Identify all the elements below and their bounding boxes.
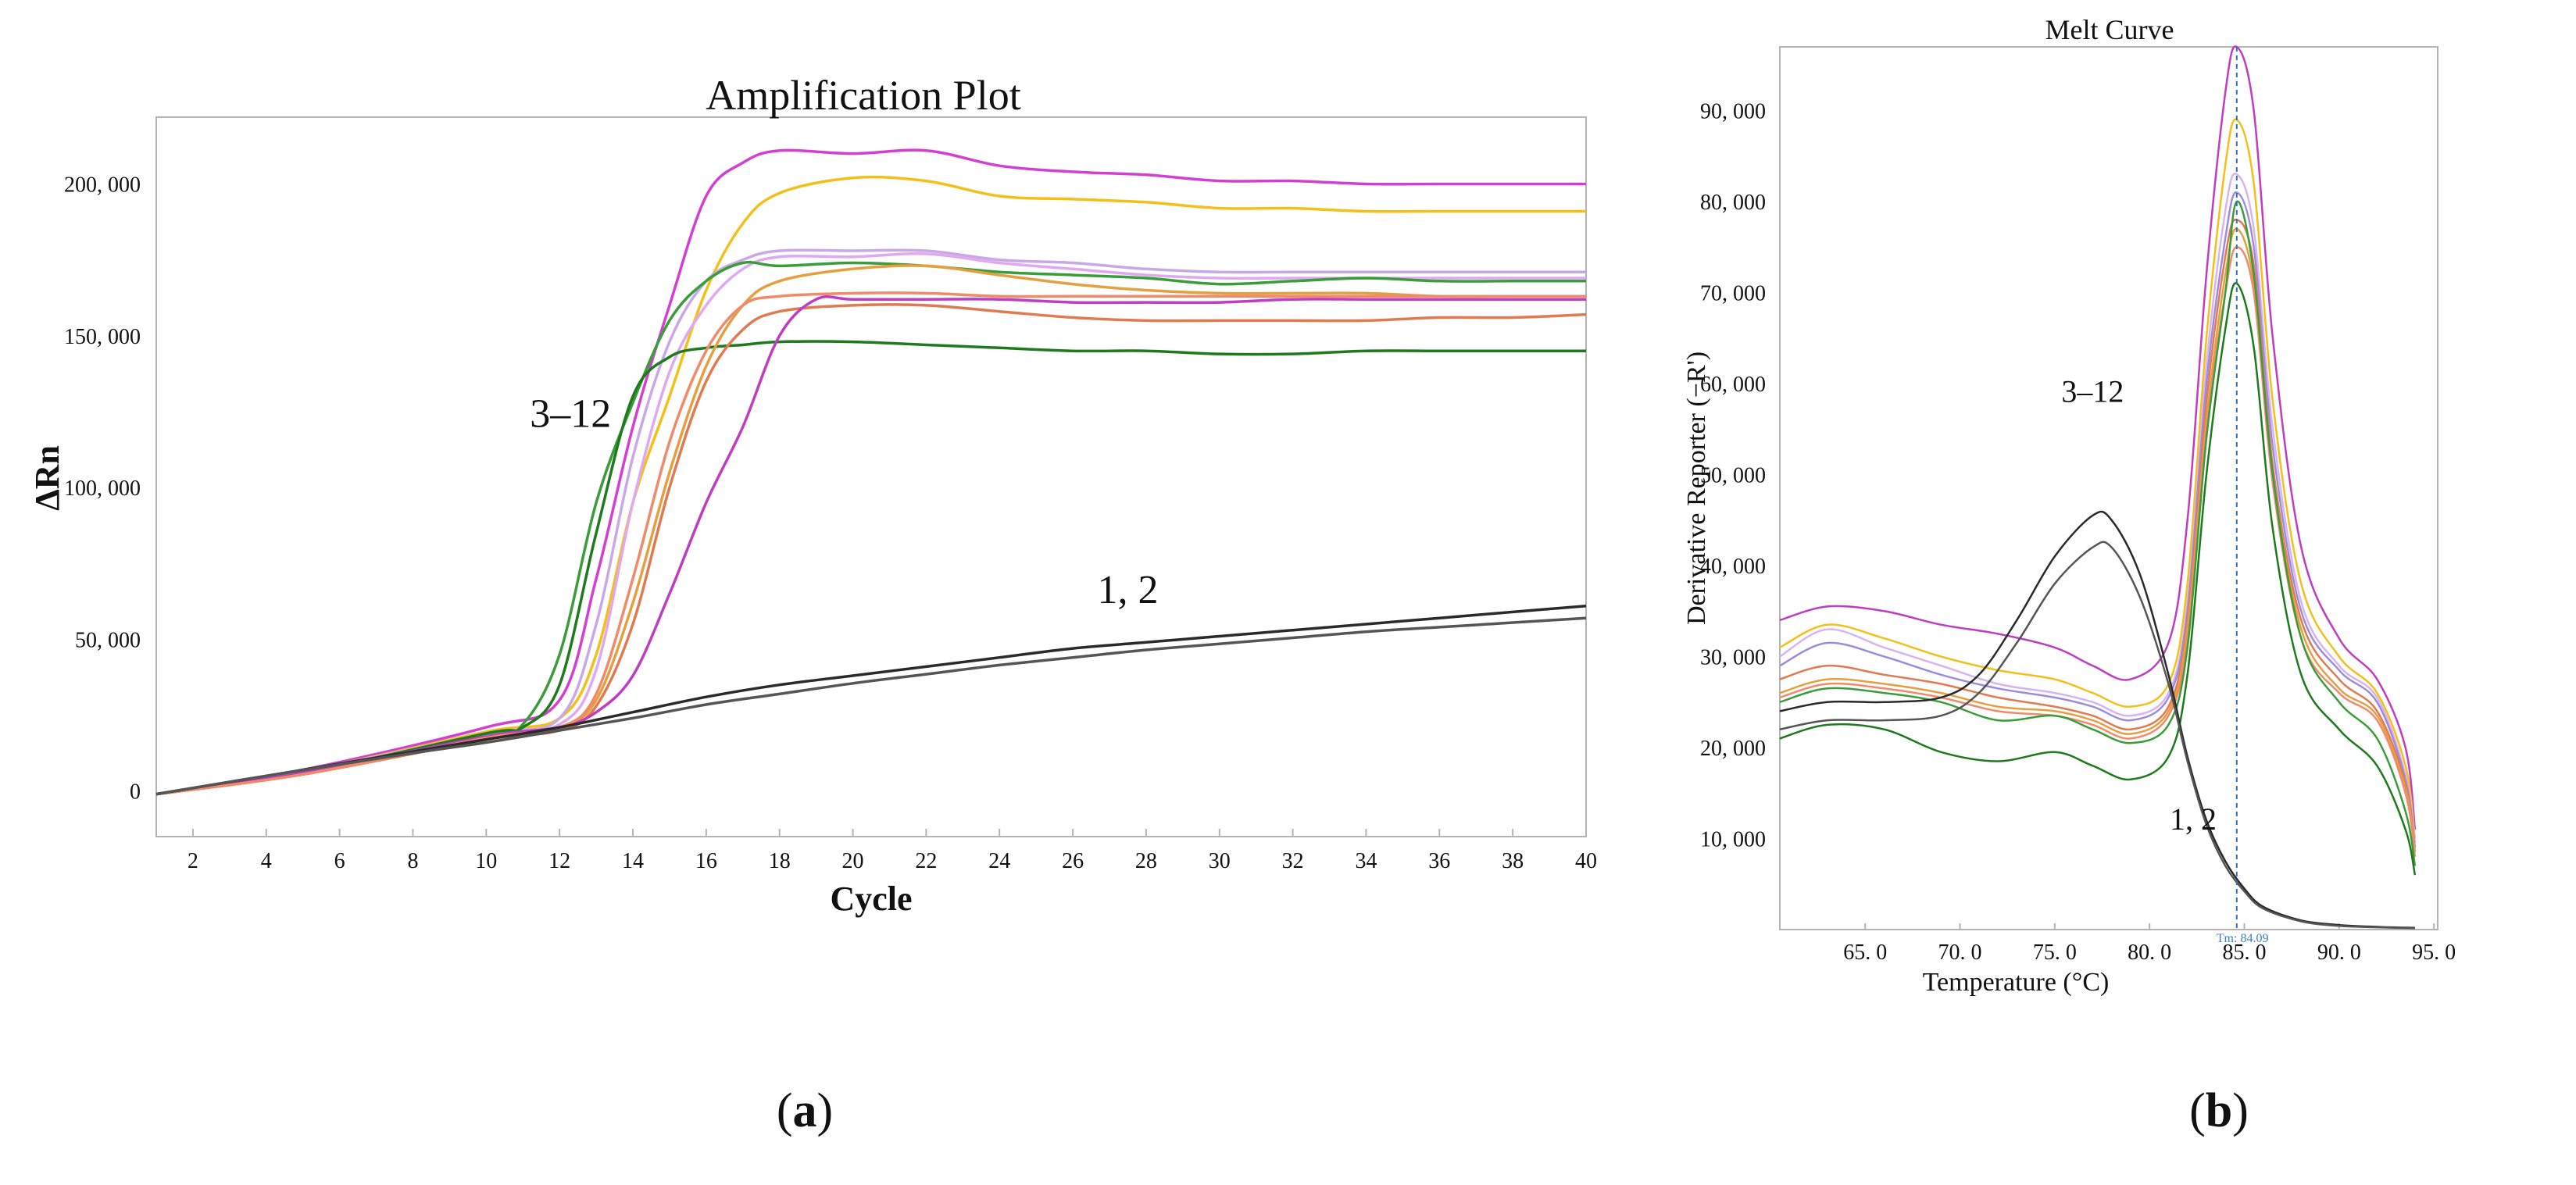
- melt-series-line-7: [1779, 246, 2417, 857]
- amplification-x-tick-label: 40: [1575, 849, 1597, 873]
- panel-label-a-close: ): [817, 1084, 834, 1137]
- panel-label-b-letter: b: [2206, 1084, 2232, 1137]
- melt-curve-title: Melt Curve: [2045, 14, 2174, 45]
- panel-label-a-letter: a: [793, 1084, 817, 1137]
- amplification-series-line-4: [155, 252, 1586, 796]
- melt-y-tick-label: 30, 000: [1700, 646, 1766, 670]
- amplification-x-tick-label: 26: [1062, 849, 1084, 873]
- melt-y-tick-label: 90, 000: [1700, 100, 1766, 124]
- amplification-series-line-8: [155, 303, 1587, 796]
- panel-label-b-close: ): [2232, 1084, 2249, 1137]
- tm-marker-label: Tm: 84.09: [2217, 932, 2269, 945]
- melt-y-tick-label: 20, 000: [1700, 737, 1766, 761]
- amplification-x-tick-label: 28: [1135, 849, 1157, 873]
- panel-label-a-open: (: [777, 1084, 793, 1137]
- amplification-y-tick-label: 200, 000: [64, 173, 141, 197]
- panel-label-b: (b): [2189, 1084, 2249, 1137]
- melt-series-line-6: [1779, 227, 2417, 853]
- melt-curve-panel: Melt Curve Temperature (°C) Derivative R…: [1682, 14, 2456, 997]
- melt-x-tick-label: 95. 0: [2412, 941, 2456, 965]
- melt-x-tick-label: 70. 0: [1938, 941, 1982, 965]
- amplification-series-line-10: [155, 291, 1586, 796]
- amplification-x-tick-label: 36: [1428, 849, 1450, 873]
- amplification-annotation-3-12: 3–12: [530, 391, 611, 436]
- amplification-x-tick-label: 8: [407, 849, 418, 873]
- amplification-x-tick-label: 14: [622, 849, 644, 873]
- amplification-plot-ylabel: ΔRn: [28, 445, 66, 511]
- amplification-x-tick-label: 16: [695, 849, 717, 873]
- melt-x-tick-label: 65. 0: [1843, 941, 1887, 965]
- melt-curve-ylabel: Derivative Reporter (−R'): [1682, 352, 1711, 625]
- melt-annotation-3-12: 3–12: [2061, 373, 2124, 409]
- amplification-plot-frame: [155, 116, 1587, 837]
- melt-y-tick-label: 70, 000: [1700, 282, 1766, 306]
- amplification-series-line-9: [155, 295, 1586, 796]
- melt-y-tick-label: 80, 000: [1700, 191, 1766, 215]
- melt-x-tick-label: 85. 0: [2222, 941, 2266, 965]
- amplification-x-tick-label: 34: [1355, 849, 1377, 873]
- amplification-x-tick-label: 2: [188, 849, 198, 873]
- melt-series-line-4: [1779, 191, 2417, 848]
- amplification-y-ticks: 0 50, 000 100, 000 150, 000 200, 000: [64, 173, 141, 804]
- melt-x-ticks: 65. 0 70. 0 75. 0 80. 0 85. 0 90. 0 95. 0: [1843, 923, 2456, 965]
- melt-y-tick-label: 10, 000: [1700, 828, 1766, 852]
- amplification-plot-panel: Amplification Plot Cycle ΔRn 2 4 6 8 10 12 14 1…: [28, 72, 1597, 918]
- melt-series-line-1: [1779, 45, 2417, 830]
- amplification-series-line-6: [155, 340, 1586, 796]
- amplification-x-tick-label: 20: [842, 849, 864, 873]
- amplification-series-line-11: [155, 604, 1587, 796]
- amplification-x-tick-label: 22: [915, 849, 937, 873]
- amplification-x-tick-label: 18: [769, 849, 791, 873]
- amplification-x-tick-label: 12: [548, 849, 570, 873]
- amplification-series-line-1: [155, 148, 1586, 796]
- amplification-series-line-7: [155, 264, 1586, 796]
- amplification-series-line-5: [155, 260, 1586, 796]
- melt-x-tick-label: 90. 0: [2317, 941, 2361, 965]
- melt-x-tick-label: 75. 0: [2033, 941, 2077, 965]
- melt-series-line-5: [1779, 218, 2417, 853]
- amplification-x-ticks: 2 4 6 8 10 12 14 16 18 20 22 24 26 28 30 32 34 36 38 40: [188, 829, 1597, 873]
- melt-x-tick-label: 80. 0: [2128, 941, 2171, 965]
- amplification-series: [155, 148, 1587, 796]
- amplification-plot-title: Amplification Plot: [706, 72, 1020, 119]
- melt-series-line-8: [1779, 200, 2417, 866]
- amplification-y-tick-label: 100, 000: [64, 476, 141, 501]
- amplification-x-tick-label: 4: [261, 849, 272, 873]
- melt-series: [1779, 45, 2417, 930]
- melt-series-line-9: [1779, 282, 2417, 876]
- amplification-series-line-12: [155, 616, 1587, 796]
- melt-series-line-10: [1779, 510, 2415, 929]
- amplification-x-tick-label: 10: [475, 849, 497, 873]
- amplification-x-tick-label: 38: [1502, 849, 1524, 873]
- melt-y-tick-label: 40, 000: [1700, 555, 1766, 579]
- amplification-series-line-3: [155, 248, 1586, 796]
- panel-label-a: (a): [777, 1084, 833, 1137]
- panel-label-b-open: (: [2189, 1084, 2206, 1137]
- amplification-x-tick-label: 32: [1282, 849, 1304, 873]
- melt-series-line-11: [1779, 541, 2415, 930]
- melt-series-line-3: [1779, 173, 2417, 844]
- amplification-annotation-1-2: 1, 2: [1097, 568, 1158, 612]
- melt-curve-frame: [1779, 46, 2438, 930]
- amplification-y-tick-label: 150, 000: [64, 325, 141, 349]
- melt-y-ticks: 10, 000 20, 000 30, 000 40, 000 50, 000 60, 0…: [1700, 100, 1766, 852]
- amplification-x-tick-label: 6: [334, 849, 345, 873]
- amplification-series-line-2: [155, 175, 1586, 796]
- melt-annotation-1-2: 1, 2: [2170, 801, 2217, 837]
- amplification-x-tick-label: 24: [988, 849, 1010, 873]
- melt-y-tick-label: 50, 000: [1700, 464, 1766, 488]
- melt-y-tick-label: 60, 000: [1700, 373, 1766, 397]
- amplification-x-tick-label: 30: [1209, 849, 1231, 873]
- melt-curve-xlabel: Temperature (°C): [1923, 968, 2110, 997]
- amplification-y-tick-label: 0: [130, 780, 141, 805]
- amplification-y-tick-label: 50, 000: [75, 628, 141, 652]
- amplification-plot-xlabel: Cycle: [830, 880, 912, 918]
